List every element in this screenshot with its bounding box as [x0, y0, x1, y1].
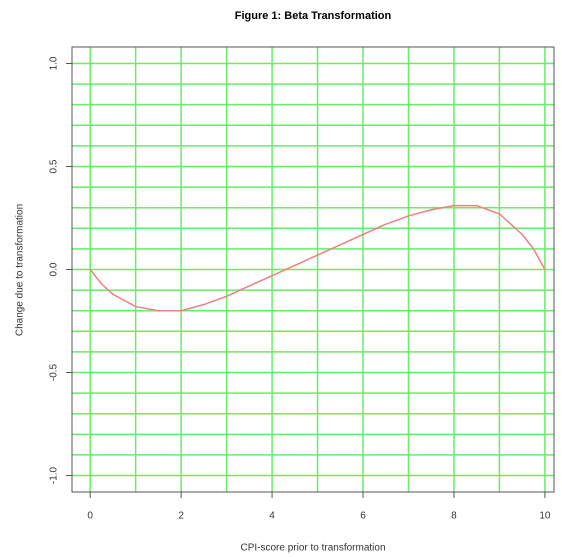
- y-axis-label: Change due to transformation: [15, 204, 26, 336]
- y-tick-label: 1.0: [49, 56, 60, 70]
- line: [89, 204, 546, 312]
- x-tick-label: 10: [539, 511, 551, 522]
- x-tick-label: 2: [178, 511, 184, 522]
- x-axis-label: CPI-score prior to transformation: [240, 543, 385, 554]
- x-tick-label: 8: [451, 511, 457, 522]
- x-tick-label: 4: [269, 511, 275, 522]
- chart-title: Figure 1: Beta Transformation: [235, 10, 392, 22]
- y-tick-label: -1.0: [49, 466, 60, 484]
- x-tick-label: 0: [87, 511, 93, 522]
- y-tick-label: 0.0: [49, 262, 60, 276]
- y-tick-label: 0.5: [49, 159, 60, 173]
- x-tick-label: 6: [360, 511, 366, 522]
- y-tick-label: -0.5: [49, 363, 60, 381]
